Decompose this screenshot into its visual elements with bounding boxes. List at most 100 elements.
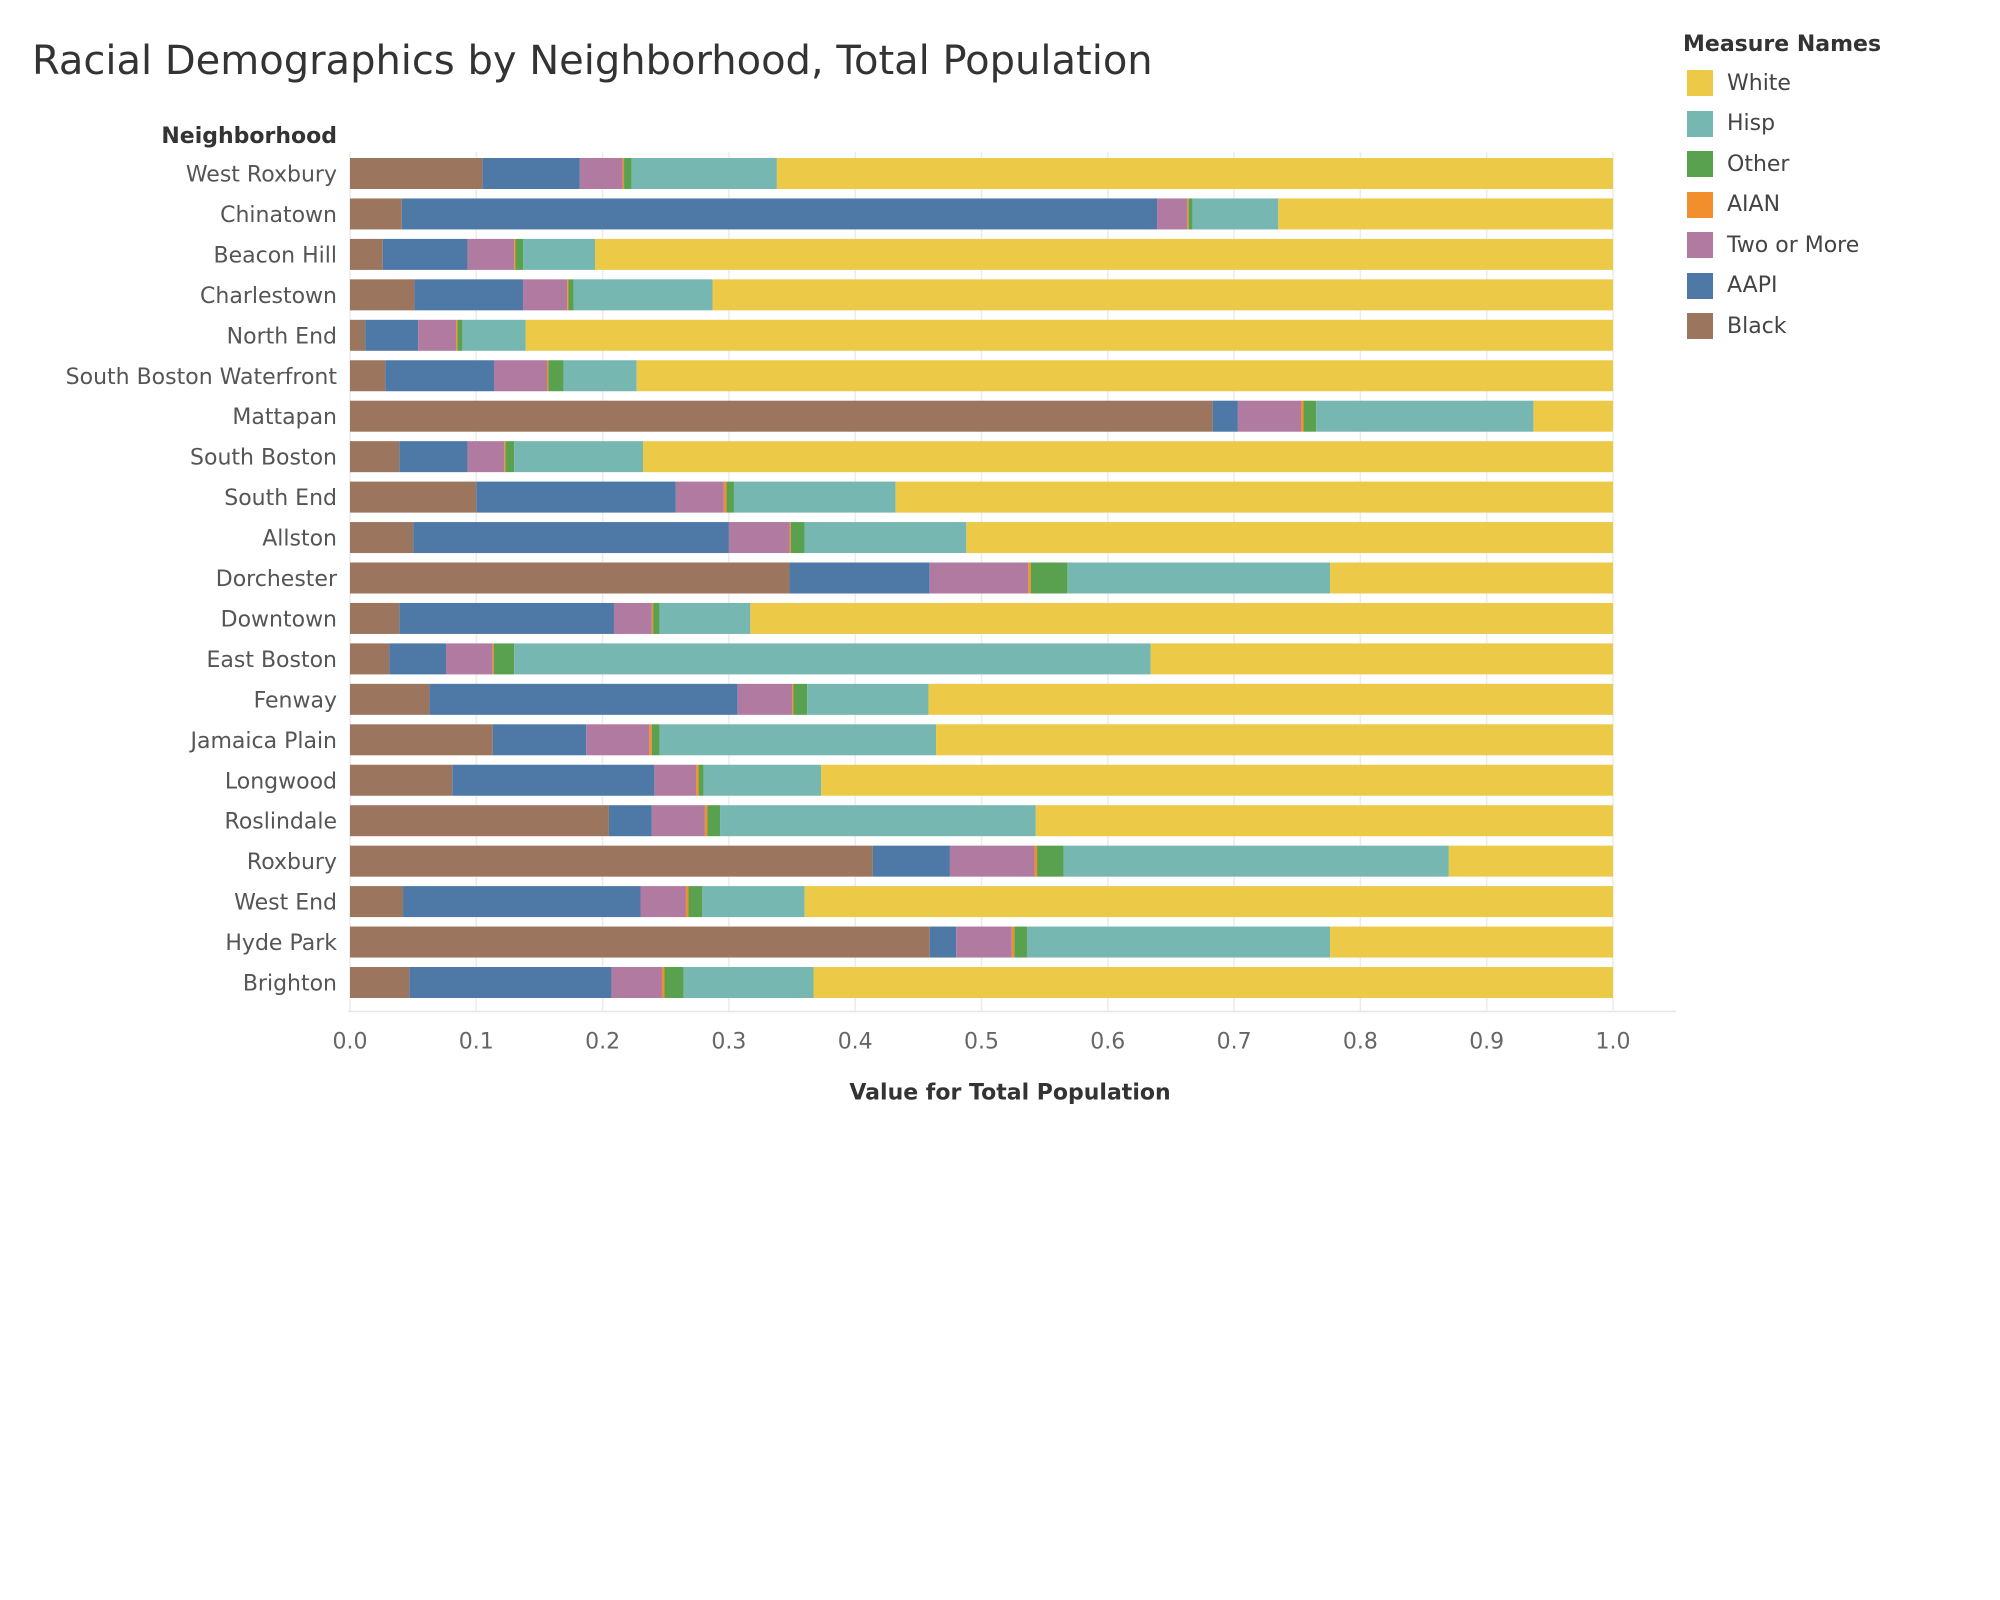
bar-hisp-7 <box>514 441 644 473</box>
bar-other-3 <box>568 279 574 311</box>
legend-label-2: Other <box>1727 151 1790 177</box>
bar-black-14 <box>350 724 493 756</box>
bar-white-0 <box>776 158 1613 189</box>
bar-white-9 <box>966 522 1613 554</box>
x-tick-label-1: 0.1 <box>459 1029 494 1054</box>
bar-aian-3 <box>567 279 569 311</box>
legend-swatch-2 <box>1687 151 1713 178</box>
bar-aian-7 <box>504 441 506 473</box>
bar-aian-12 <box>492 643 494 675</box>
legend-item-6: Black <box>1683 306 1881 347</box>
row-label-15: Longwood <box>225 769 337 794</box>
bar-hisp-1 <box>1192 198 1279 230</box>
row-label-10: Dorchester <box>216 567 338 592</box>
bar-aapi-3 <box>414 279 524 311</box>
legend-label-6: Black <box>1727 313 1787 339</box>
bar-two-or-more-4 <box>418 319 457 351</box>
bar-aian-20 <box>661 967 665 998</box>
legend-swatch-1 <box>1687 110 1713 137</box>
bar-white-7 <box>643 441 1613 473</box>
bar-hisp-5 <box>563 360 637 392</box>
legend-swatch-5 <box>1687 272 1713 299</box>
bar-aian-17 <box>1034 845 1038 877</box>
bar-two-or-more-6 <box>1237 400 1302 432</box>
bar-aapi-1 <box>401 198 1158 230</box>
bar-other-13 <box>793 683 808 715</box>
row-label-9: Allston <box>262 527 337 552</box>
legend-item-1: Hisp <box>1683 104 1881 145</box>
bar-other-6 <box>1303 400 1317 432</box>
bar-aian-4 <box>456 319 458 351</box>
chart-plot-area: West Roxbury Chinatown Beacon Hill Charlest… <box>66 124 1676 1105</box>
bar-black-19 <box>350 926 930 958</box>
bar-two-or-more-8 <box>675 481 724 513</box>
bar-other-0 <box>624 158 632 189</box>
row-label-16: Roslindale <box>225 810 337 835</box>
bar-aian-8 <box>723 481 727 513</box>
bar-black-18 <box>350 886 404 918</box>
row-labels: West Roxbury Chinatown Beacon Hill Charlest… <box>66 163 338 997</box>
bar-white-2 <box>595 238 1613 270</box>
bar-aian-5 <box>547 360 549 392</box>
row-label-0: West Roxbury <box>186 163 337 188</box>
bar-two-or-more-17 <box>949 845 1035 877</box>
row-label-12: East Boston <box>206 648 337 673</box>
bar-aapi-15 <box>452 764 655 796</box>
row-label-13: Fenway <box>254 688 337 713</box>
bar-white-6 <box>1533 400 1613 432</box>
bar-white-8 <box>895 481 1613 513</box>
bar-aapi-0 <box>482 158 580 189</box>
bar-white-3 <box>712 279 1613 311</box>
bar-aapi-20 <box>409 967 612 998</box>
x-tick-label-9: 0.9 <box>1469 1029 1504 1054</box>
bar-other-15 <box>698 764 704 796</box>
bar-two-or-more-18 <box>640 886 686 918</box>
legend-item-0: White <box>1683 63 1881 104</box>
row-label-19: Hyde Park <box>225 931 337 956</box>
bar-aian-18 <box>685 886 689 918</box>
row-label-11: Downtown <box>221 607 337 632</box>
bar-two-or-more-0 <box>579 158 623 189</box>
bar-hisp-16 <box>720 805 1036 837</box>
bar-hisp-15 <box>703 764 822 796</box>
bar-hisp-10 <box>1067 562 1331 594</box>
bar-aapi-17 <box>872 845 950 877</box>
bar-aapi-4 <box>365 319 419 351</box>
bar-two-or-more-15 <box>654 764 697 796</box>
bar-two-or-more-7 <box>467 441 505 473</box>
bar-hisp-18 <box>702 886 805 918</box>
bar-other-14 <box>651 724 660 756</box>
bar-other-11 <box>653 602 660 634</box>
bar-aapi-19 <box>929 926 957 958</box>
bar-black-11 <box>350 602 400 634</box>
bar-aian-0 <box>622 158 625 189</box>
bar-aian-15 <box>696 764 699 796</box>
x-tick-label-0: 0.0 <box>333 1029 368 1054</box>
bar-hisp-12 <box>514 643 1151 675</box>
bar-black-15 <box>350 764 453 796</box>
bar-aian-1 <box>1187 198 1189 230</box>
bar-other-9 <box>790 522 805 554</box>
legend-item-3: AIAN <box>1683 185 1881 226</box>
row-label-5: South Boston Waterfront <box>66 365 338 390</box>
bar-other-8 <box>726 481 734 513</box>
bar-aapi-9 <box>413 522 729 554</box>
bar-white-4 <box>525 319 1613 351</box>
legend-label-1: Hisp <box>1727 111 1776 137</box>
bar-black-12 <box>350 643 390 675</box>
bar-black-6 <box>350 400 1213 432</box>
x-tick-label-5: 0.5 <box>964 1029 999 1054</box>
bar-aapi-16 <box>608 805 652 837</box>
row-label-4: North End <box>227 324 337 349</box>
bar-two-or-more-13 <box>737 683 793 715</box>
bar-aapi-12 <box>389 643 446 675</box>
bar-aian-14 <box>649 724 652 756</box>
bar-aian-19 <box>1011 926 1015 958</box>
legend-swatch-4 <box>1687 232 1713 259</box>
bar-two-or-more-16 <box>651 805 705 837</box>
bar-other-17 <box>1037 845 1064 877</box>
bar-white-15 <box>821 764 1613 796</box>
bar-two-or-more-12 <box>445 643 493 675</box>
bar-aian-9 <box>789 522 791 554</box>
bar-other-1 <box>1188 198 1193 230</box>
